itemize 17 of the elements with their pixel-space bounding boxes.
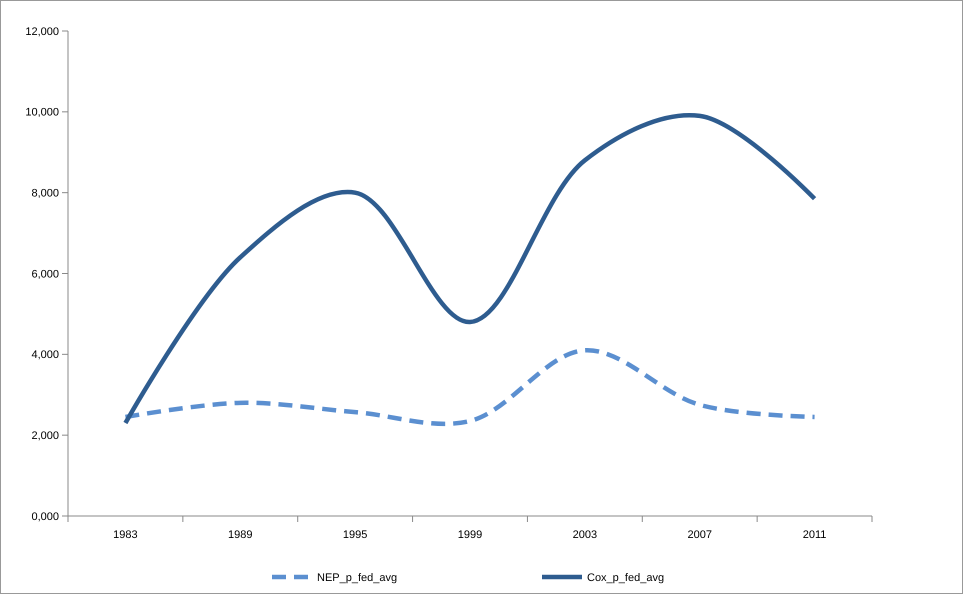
x-tick-label: 1999 <box>458 529 482 541</box>
y-tick-label: 2,000 <box>31 430 59 442</box>
x-tick-label: 1983 <box>113 529 138 541</box>
x-tick-label: 2003 <box>572 529 598 541</box>
y-tick-label: 6,000 <box>31 268 59 280</box>
line-series <box>123 113 817 426</box>
x-tick-label: 1995 <box>342 529 368 541</box>
legend-label: NEP_p_fed_avg <box>317 572 398 584</box>
x-tick-label: 2007 <box>687 529 712 541</box>
y-tick-label: 0,000 <box>31 510 59 523</box>
x-tick-label: 1989 <box>228 529 253 541</box>
y-tick-label: 4,000 <box>31 349 59 362</box>
y-tick-label: 12,000 <box>25 26 59 38</box>
legend-label: Cox_p_fed_avg <box>587 572 664 584</box>
y-tick-label: 10,000 <box>25 106 59 119</box>
x-tick-label: 2011 <box>802 529 826 541</box>
y-tick-label: 8,000 <box>31 188 59 200</box>
